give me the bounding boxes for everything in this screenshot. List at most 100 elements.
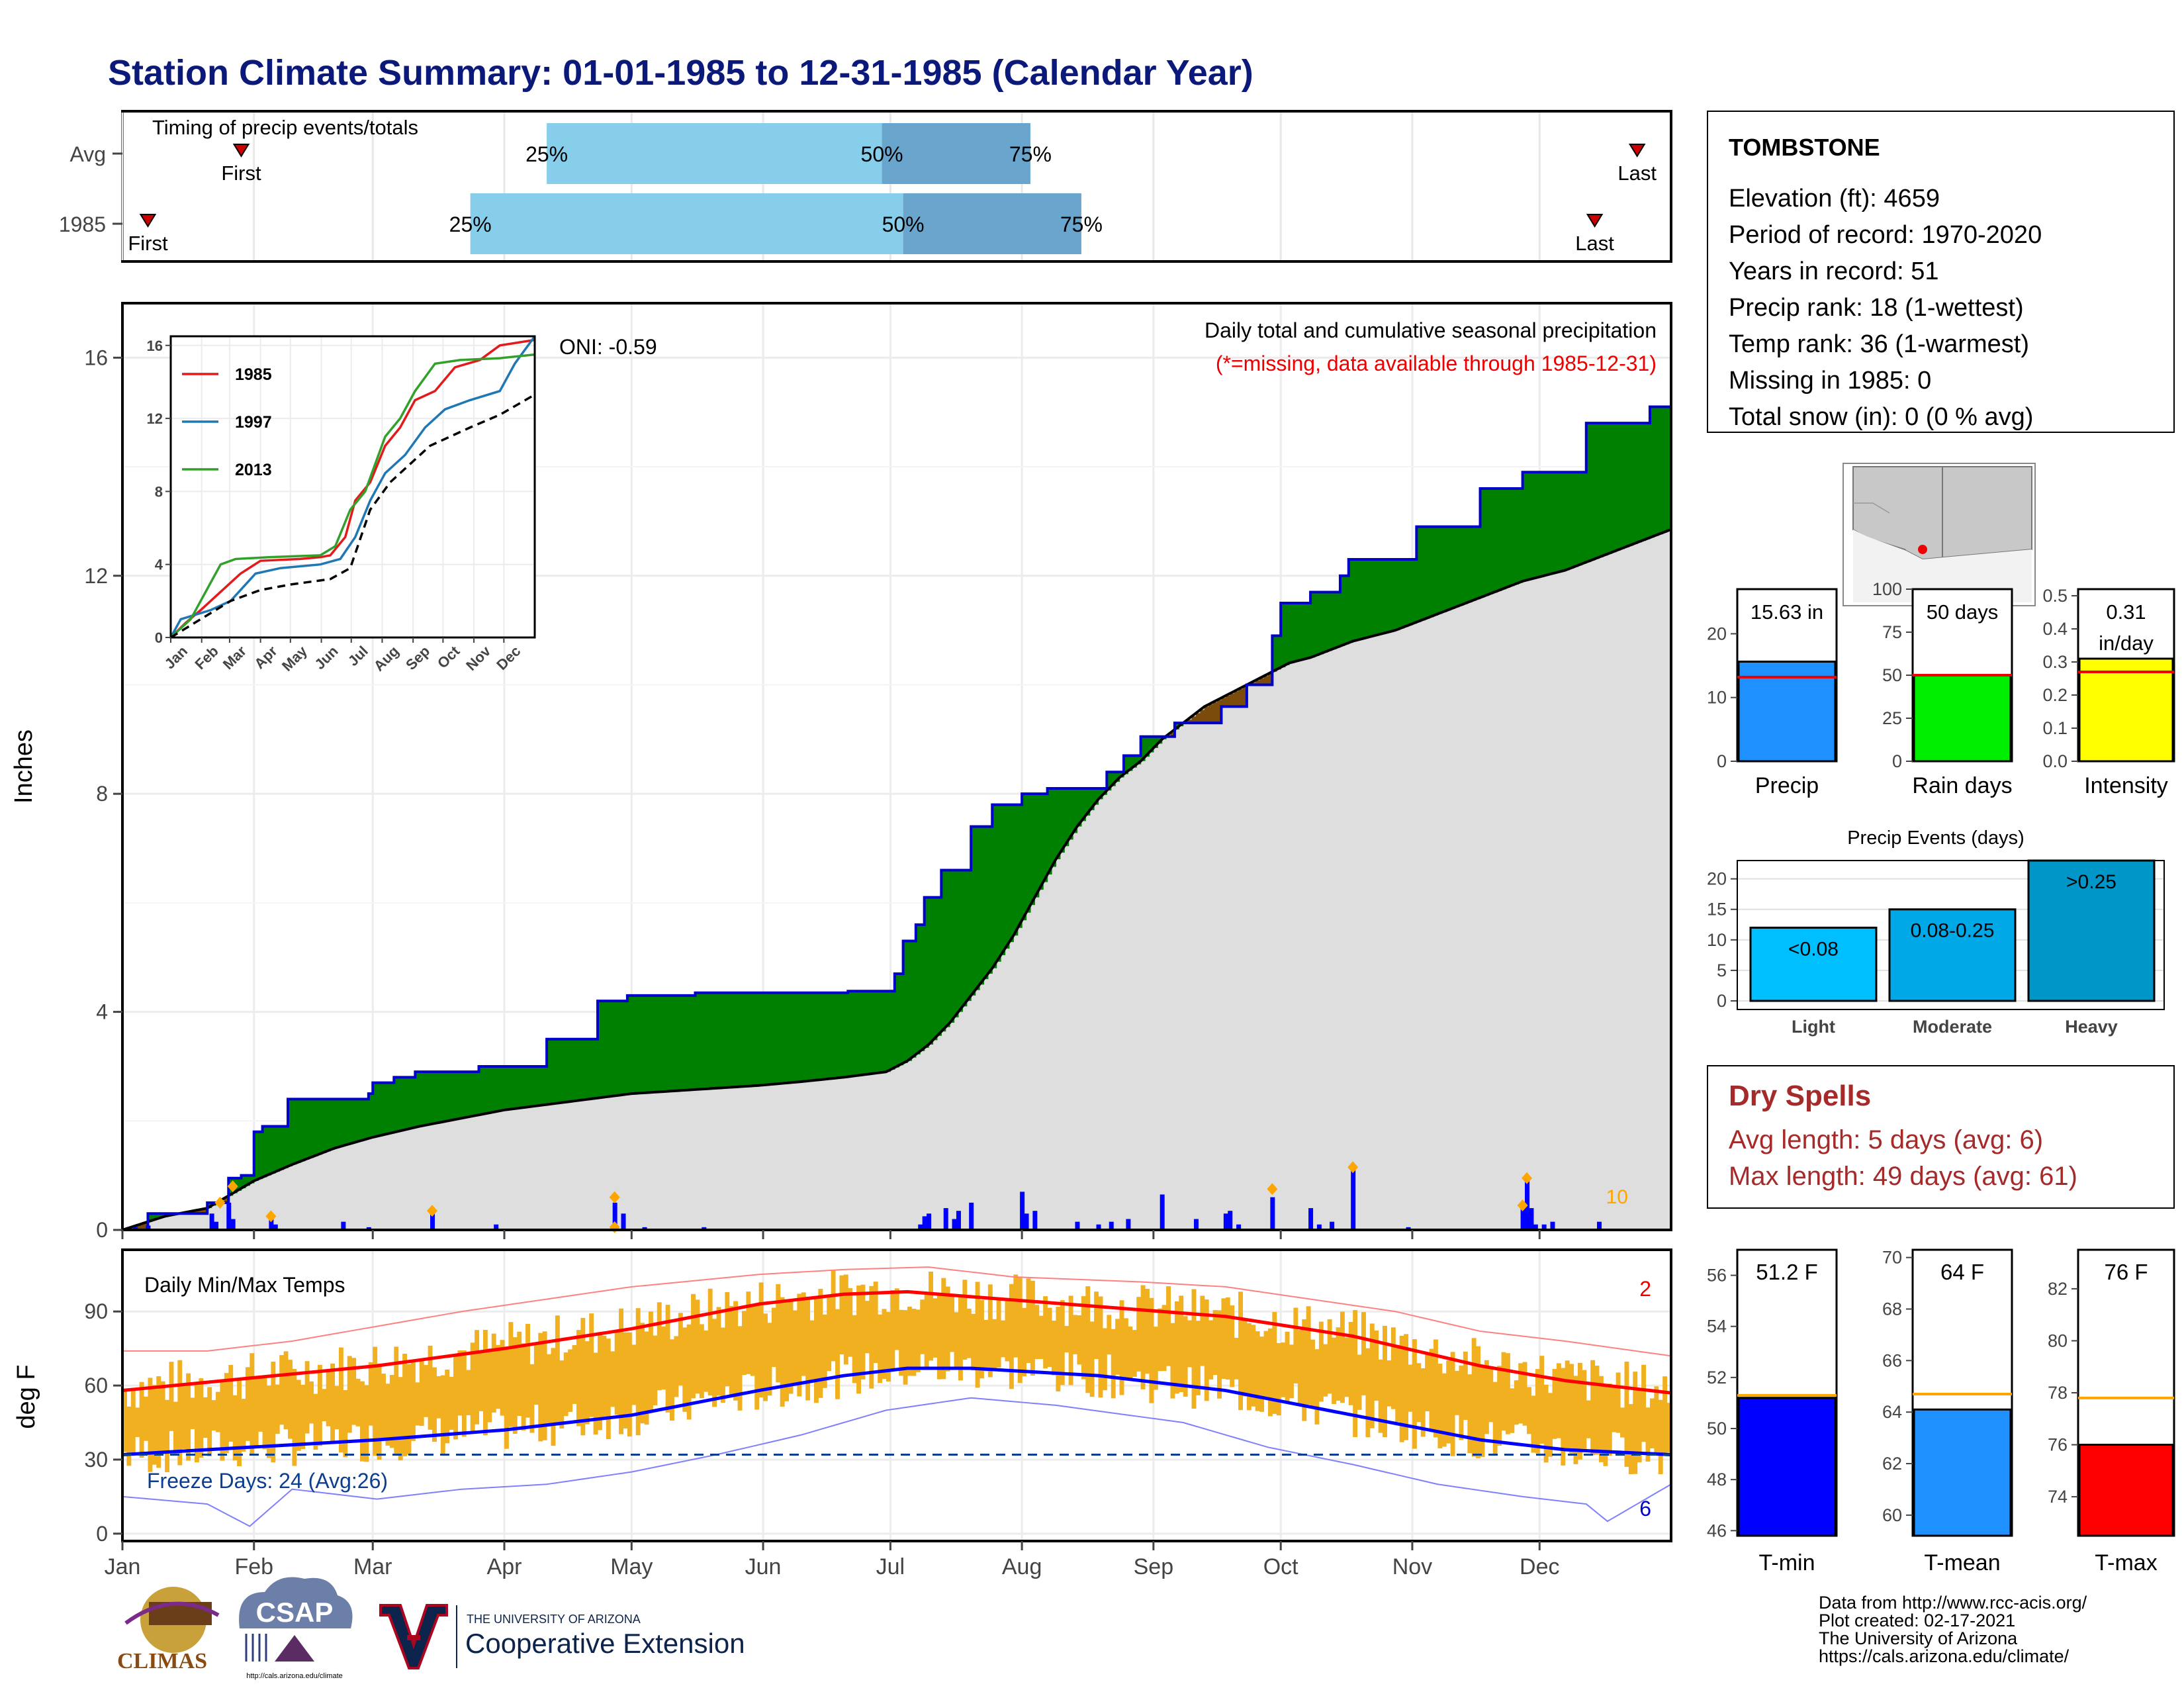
above-normal-segment <box>1340 575 1345 646</box>
station-info-line: Total snow (in): 0 (0 % avg) <box>1729 403 2033 431</box>
daily-precip-bar <box>494 1224 499 1230</box>
above-normal-segment <box>406 1077 412 1130</box>
above-normal-segment <box>754 992 760 1086</box>
above-normal-segment <box>1484 489 1489 596</box>
above-normal-segment <box>338 1099 343 1147</box>
above-normal-segment <box>1297 602 1302 661</box>
below-normal-segment <box>1170 732 1175 737</box>
daily-temp-bar <box>1281 1342 1286 1397</box>
above-normal-segment <box>580 1039 586 1100</box>
daily-temp-bar <box>491 1333 496 1413</box>
temp-y-axis-label: deg F <box>13 1364 40 1429</box>
above-normal-segment <box>822 992 827 1080</box>
above-normal-segment <box>1357 559 1362 640</box>
above-normal-segment <box>1437 526 1443 614</box>
above-normal-segment <box>924 897 929 1048</box>
temp-bar-tick-label: 74 <box>2048 1487 2068 1507</box>
daily-temp-bar <box>1522 1362 1527 1426</box>
above-normal-segment <box>1365 559 1371 638</box>
mini-bar-tick-label: 0.4 <box>2042 619 2068 639</box>
daily-precip-bar <box>927 1213 932 1230</box>
precip-y-axis: 0 4 8 12 16 <box>84 346 1541 1242</box>
daily-precip-bar <box>430 1213 435 1230</box>
daily-temp-bar <box>211 1400 216 1431</box>
above-normal-segment <box>670 995 675 1092</box>
temp-bar-category-label: T-min <box>1759 1550 1815 1575</box>
daily-temp-bar <box>232 1395 238 1461</box>
daily-temp-bar <box>1111 1329 1116 1399</box>
oni-label: ONI: -0.59 <box>559 335 657 359</box>
daily-temp-bar <box>1416 1363 1422 1423</box>
daily-temp-bar <box>1383 1325 1387 1438</box>
daily-temp-bar <box>144 1396 148 1441</box>
above-normal-segment <box>1323 592 1328 653</box>
events-plot: 0 5 10 15 20 <0.08 Light 0.08-0.25 Moderate >0.25… <box>1707 859 2164 1037</box>
station-name: TOMBSTONE <box>1729 134 1880 161</box>
temp-y-tick-label: 90 <box>84 1299 108 1323</box>
daily-temp-bar <box>504 1348 509 1449</box>
above-normal-segment <box>1412 559 1417 624</box>
daily-temp-bar <box>869 1286 874 1389</box>
daily-temp-bar <box>941 1278 946 1380</box>
above-normal-segment <box>1276 635 1281 670</box>
daily-temp-bar <box>784 1300 790 1401</box>
above-normal-segment <box>1603 423 1608 556</box>
daily-precip-bar <box>366 1227 371 1230</box>
above-normal-segment <box>445 1072 450 1122</box>
daily-temp-bar <box>640 1323 645 1424</box>
daily-temp-bar <box>343 1389 348 1458</box>
daily-temp-bar <box>704 1330 709 1392</box>
above-normal-segment <box>584 1039 590 1100</box>
daily-temp-bar <box>1289 1344 1294 1399</box>
below-normal-segment <box>1195 713 1201 724</box>
daily-temp-bar <box>1361 1312 1366 1395</box>
daily-temp-bar <box>915 1309 921 1372</box>
above-normal-segment <box>966 870 972 1002</box>
daily-temp-bar <box>754 1305 760 1410</box>
above-normal-segment <box>334 1099 340 1149</box>
above-normal-segment <box>1145 736 1150 757</box>
above-normal-segment <box>1565 472 1570 571</box>
above-normal-segment <box>801 992 806 1082</box>
timing-p50-label: 50% <box>861 142 903 166</box>
daily-temp-bar <box>598 1332 602 1430</box>
daily-temp-bar <box>482 1329 488 1436</box>
daily-temp-bar <box>245 1367 250 1441</box>
daily-temp-bar <box>1183 1316 1188 1397</box>
daily-temp-bar <box>860 1284 866 1380</box>
daily-temp-bar <box>1463 1351 1468 1421</box>
daily-temp-bar <box>1068 1295 1073 1385</box>
daily-temp-bar <box>606 1338 611 1440</box>
daily-temp-bar <box>466 1370 471 1415</box>
daily-temp-bar <box>1488 1368 1494 1423</box>
above-normal-segment <box>1620 423 1625 549</box>
above-normal-segment <box>1128 755 1133 771</box>
daily-precip-bar <box>341 1221 346 1230</box>
daily-temp-bar <box>1047 1307 1052 1367</box>
daily-temp-bar <box>126 1406 132 1466</box>
above-normal-segment <box>665 995 670 1092</box>
above-normal-segment <box>475 1072 480 1116</box>
daily-precip-bar <box>1020 1192 1025 1230</box>
above-normal-segment <box>1420 526 1426 621</box>
temp-bar-T-min <box>1737 1397 1837 1537</box>
events-category-label: Heavy <box>2065 1017 2118 1037</box>
daily-temp-bar <box>1034 1305 1040 1360</box>
daily-temp-bar <box>160 1381 165 1453</box>
above-normal-segment <box>1293 602 1298 662</box>
daily-temp-bar <box>445 1369 450 1444</box>
above-normal-segment <box>1514 489 1519 585</box>
above-normal-segment <box>576 1039 581 1101</box>
daily-temp-bar <box>181 1386 187 1449</box>
climas-arc-icon <box>124 1601 220 1625</box>
daily-temp-bar <box>1446 1360 1451 1444</box>
daily-temp-bar <box>1645 1407 1651 1462</box>
daily-temp-bar <box>822 1314 827 1388</box>
above-normal-segment <box>653 995 658 1093</box>
daily-temp-bar <box>389 1375 394 1448</box>
daily-temp-bar <box>1285 1331 1290 1402</box>
above-normal-segment <box>542 1066 547 1105</box>
above-normal-segment <box>971 826 976 996</box>
above-normal-segment <box>1013 804 1019 936</box>
